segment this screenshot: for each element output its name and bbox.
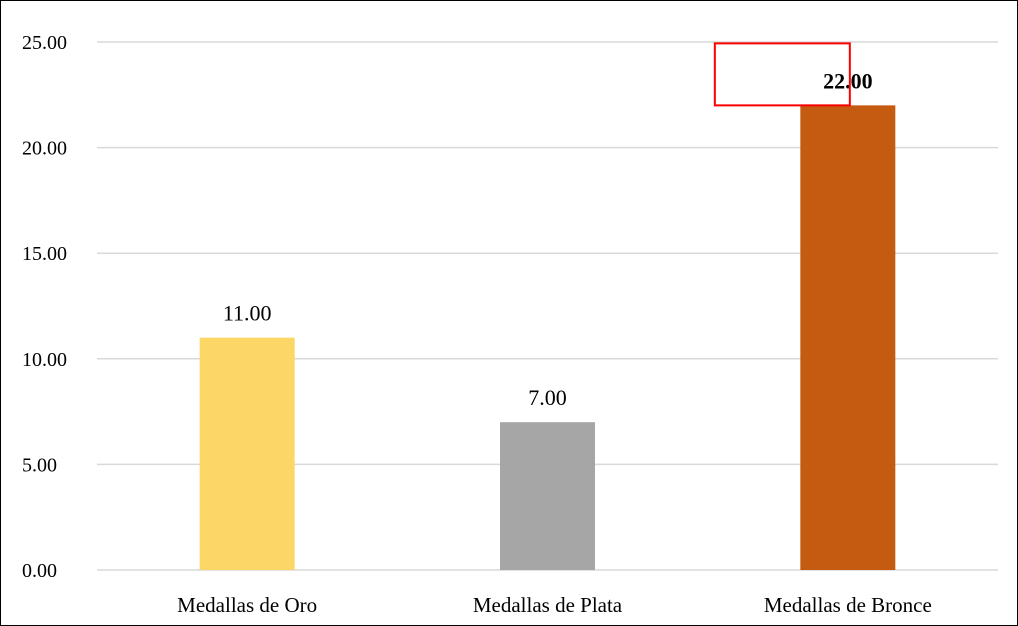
data-label: 7.00 xyxy=(528,385,567,410)
bar xyxy=(500,422,595,570)
bar xyxy=(800,105,896,571)
y-tick-label: 15.00 xyxy=(22,243,67,265)
y-tick-label: 10.00 xyxy=(22,349,67,371)
data-label: 22.00 xyxy=(823,68,873,93)
x-category-label: Medallas de Bronce xyxy=(764,593,932,617)
y-tick-label: 5.00 xyxy=(22,454,57,476)
data-label: 11.00 xyxy=(223,301,272,326)
y-tick-label: 20.00 xyxy=(22,138,67,160)
x-category-label: Medallas de Oro xyxy=(177,593,317,617)
bar xyxy=(199,337,295,570)
y-tick-label: 0.00 xyxy=(22,560,57,582)
highlight-box xyxy=(713,42,851,107)
y-tick-label: 25.00 xyxy=(22,32,67,54)
x-category-label: Medallas de Plata xyxy=(473,593,623,617)
